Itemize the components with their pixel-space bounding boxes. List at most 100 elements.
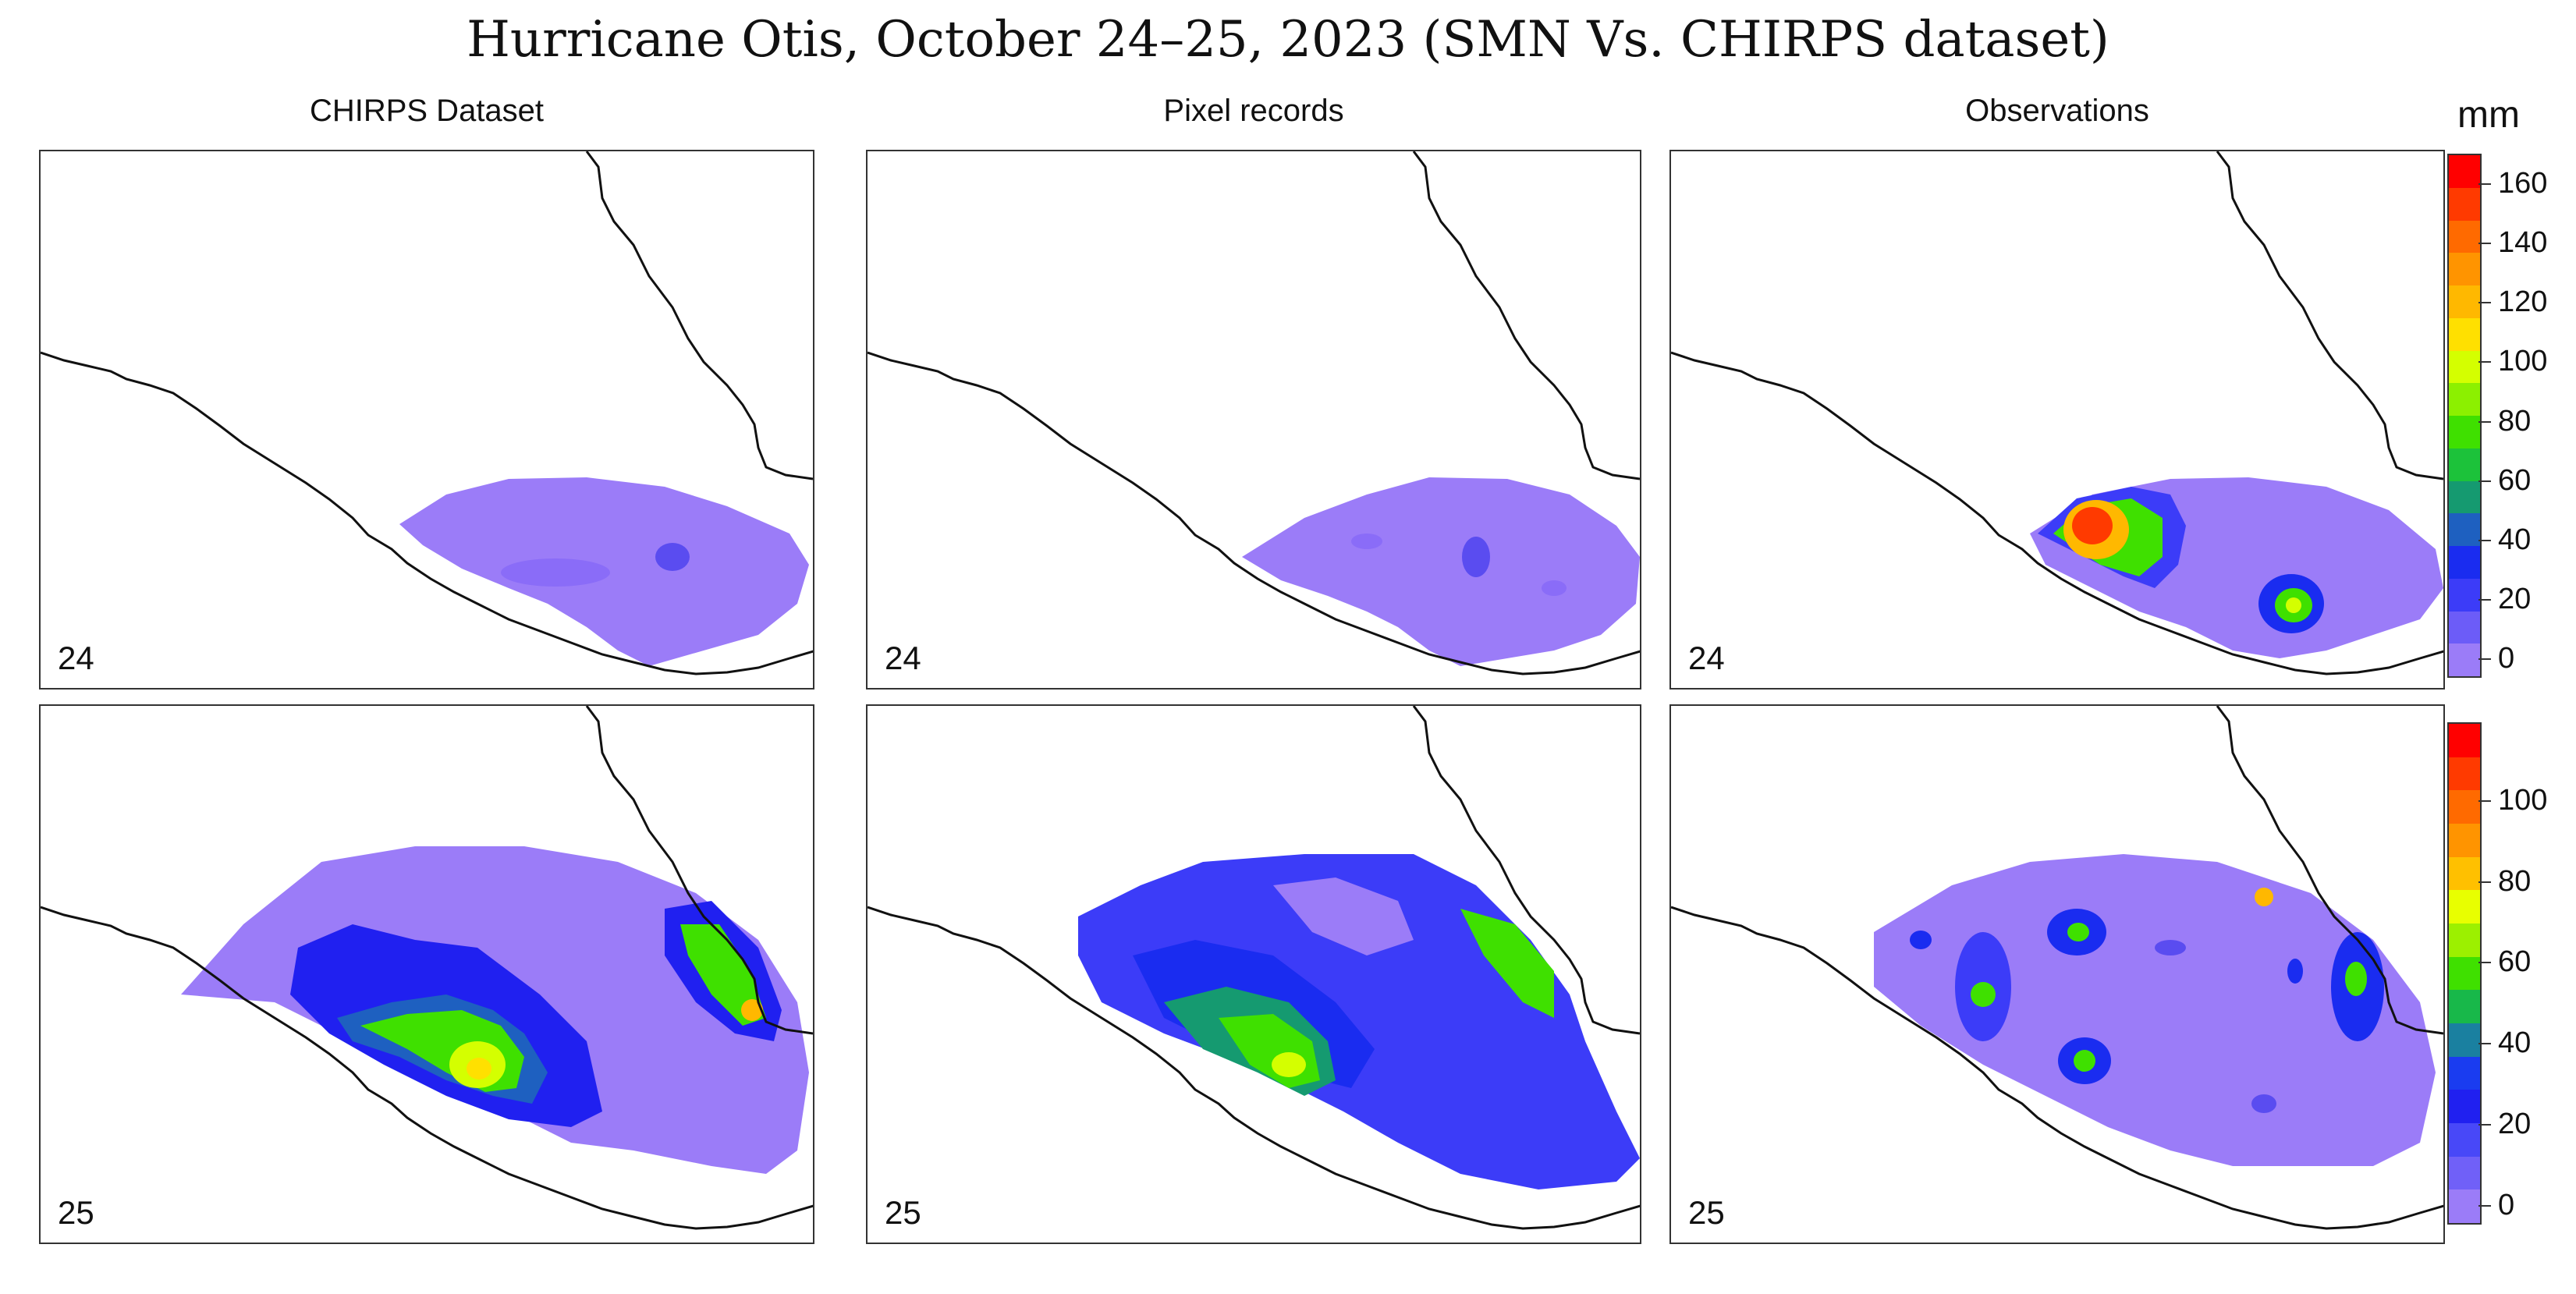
colorbar-tick-label: 120 bbox=[2498, 285, 2548, 319]
map-panel-chirps-day25: 25 bbox=[39, 704, 814, 1244]
rain-cell-light bbox=[1542, 580, 1567, 596]
colorbar-unit-label: mm bbox=[2457, 94, 2520, 136]
colorbar-tick-label: 60 bbox=[2498, 463, 2532, 497]
rain-cell-60-80mm bbox=[2074, 1050, 2095, 1072]
colorbar-segment bbox=[2449, 611, 2480, 644]
colorbar-tick-label: 20 bbox=[2498, 582, 2532, 615]
colorbar-segment bbox=[2449, 317, 2480, 351]
rain-cell-20-40mm bbox=[2287, 959, 2303, 984]
colorbar-tick bbox=[2478, 183, 2491, 185]
colorbar-tick-label: 40 bbox=[2498, 1026, 2532, 1060]
colorbar-segment bbox=[2449, 253, 2480, 285]
rain-area-0-20mm bbox=[1874, 854, 2436, 1166]
column-header-pixel-records: Pixel records bbox=[1163, 94, 1344, 128]
colorbar-top bbox=[2447, 154, 2482, 678]
colorbar-segment bbox=[2449, 1122, 2480, 1157]
precip-map-observations-24 bbox=[1671, 151, 2443, 675]
colorbar-segment bbox=[2449, 990, 2480, 1023]
rain-cell-20-40mm bbox=[655, 543, 690, 571]
column-header-chirps: CHIRPS Dataset bbox=[309, 94, 545, 128]
colorbar-tick bbox=[2478, 658, 2491, 661]
colorbar-tick bbox=[2478, 243, 2491, 245]
day-label: 25 bbox=[885, 1194, 921, 1231]
colorbar-tick-label: 160 bbox=[2498, 167, 2548, 200]
colorbar-segment bbox=[2449, 790, 2480, 824]
colorbar-segment bbox=[2449, 856, 2480, 891]
precip-map-pixel-25 bbox=[868, 706, 1640, 1230]
colorbar-segment bbox=[2449, 285, 2480, 318]
column-header-observations: Observations bbox=[1965, 94, 2149, 128]
rain-cell-20-40mm bbox=[1462, 537, 1490, 577]
colorbar-segment bbox=[2449, 643, 2480, 676]
rain-cell-60-80mm bbox=[2345, 962, 2367, 996]
rain-cell-60-80mm bbox=[2067, 923, 2089, 941]
map-panel-pixel-records-day24: 24 bbox=[866, 150, 1641, 690]
colorbar-segment bbox=[2449, 823, 2480, 857]
colorbar-bottom bbox=[2447, 722, 2482, 1225]
rain-cell-80-100mm bbox=[2286, 597, 2301, 613]
colorbar-segment bbox=[2449, 1156, 2480, 1190]
colorbar-segment bbox=[2449, 416, 2480, 448]
colorbar-tick bbox=[2478, 420, 2491, 423]
rain-cell-light bbox=[2251, 1094, 2276, 1113]
precip-map-chirps-24 bbox=[41, 151, 813, 675]
colorbar-segment bbox=[2449, 1189, 2480, 1223]
map-panel-chirps-day24: 24 bbox=[39, 150, 814, 690]
colorbar-tick-label: 20 bbox=[2498, 1107, 2532, 1140]
rain-cell-light bbox=[501, 558, 610, 587]
rain-cell-60-80mm bbox=[1971, 982, 1996, 1007]
colorbar-tick-label: 100 bbox=[2498, 345, 2548, 378]
rain-cell-light bbox=[2155, 940, 2186, 955]
colorbar-segment bbox=[2449, 155, 2480, 188]
colorbar-tick bbox=[2478, 1043, 2491, 1045]
rain-area-0-20mm bbox=[1242, 477, 1640, 666]
colorbar-tick-label: 60 bbox=[2498, 945, 2532, 979]
colorbar-tick bbox=[2478, 598, 2491, 601]
colorbar-tick-label: 100 bbox=[2498, 784, 2548, 817]
colorbar-tick bbox=[2478, 302, 2491, 304]
colorbar-segment bbox=[2449, 187, 2480, 221]
precip-map-pixel-24 bbox=[868, 151, 1640, 675]
day-label: 24 bbox=[58, 640, 94, 676]
colorbar-tick bbox=[2478, 480, 2491, 482]
colorbar-tick bbox=[2478, 1123, 2491, 1126]
precip-map-chirps-25 bbox=[41, 706, 813, 1230]
rain-area-0-20mm bbox=[1273, 877, 1414, 955]
colorbar-segment bbox=[2449, 890, 2480, 924]
rain-cell-140-160mm bbox=[2072, 507, 2113, 544]
colorbar-tick bbox=[2478, 881, 2491, 883]
day-label: 24 bbox=[1688, 640, 1725, 676]
colorbar-tick bbox=[2478, 1204, 2491, 1207]
colorbar-segment bbox=[2449, 724, 2480, 757]
colorbar-segment bbox=[2449, 923, 2480, 957]
colorbar-tick-label: 80 bbox=[2498, 864, 2532, 898]
map-panel-observations-day24: 24 bbox=[1669, 150, 2445, 690]
colorbar-segment bbox=[2449, 480, 2480, 514]
day-label: 24 bbox=[885, 640, 921, 676]
rain-area-60-80mm bbox=[1460, 909, 1554, 1018]
map-panel-pixel-records-day25: 25 bbox=[866, 704, 1641, 1244]
rain-cell-100-120mm bbox=[467, 1058, 491, 1080]
colorbar-tick-label: 0 bbox=[2498, 1188, 2515, 1221]
colorbar-segment bbox=[2449, 383, 2480, 416]
rain-area-60-80mm bbox=[680, 924, 766, 1026]
map-panel-observations-day25: 25 bbox=[1669, 704, 2445, 1244]
rain-cell-80-100mm bbox=[2255, 888, 2273, 906]
colorbar-segment bbox=[2449, 350, 2480, 384]
colorbar-tick bbox=[2478, 539, 2491, 541]
colorbar-segment bbox=[2449, 1023, 2480, 1057]
colorbar-tick-label: 80 bbox=[2498, 404, 2532, 438]
colorbar-tick-label: 40 bbox=[2498, 523, 2532, 556]
colorbar-segment bbox=[2449, 578, 2480, 612]
colorbar-tick bbox=[2478, 800, 2491, 802]
colorbar-segment bbox=[2449, 220, 2480, 253]
colorbar-segment bbox=[2449, 513, 2480, 546]
day-label: 25 bbox=[1688, 1194, 1725, 1231]
colorbar-segment bbox=[2449, 448, 2480, 481]
figure-title: Hurricane Otis, October 24–25, 2023 (SMN… bbox=[467, 11, 2109, 69]
colorbar-tick bbox=[2478, 962, 2491, 964]
colorbar-segment bbox=[2449, 956, 2480, 991]
colorbar-tick-label: 140 bbox=[2498, 226, 2548, 260]
colorbar-segment bbox=[2449, 546, 2480, 579]
rain-cell-20-40mm bbox=[1910, 931, 1932, 949]
